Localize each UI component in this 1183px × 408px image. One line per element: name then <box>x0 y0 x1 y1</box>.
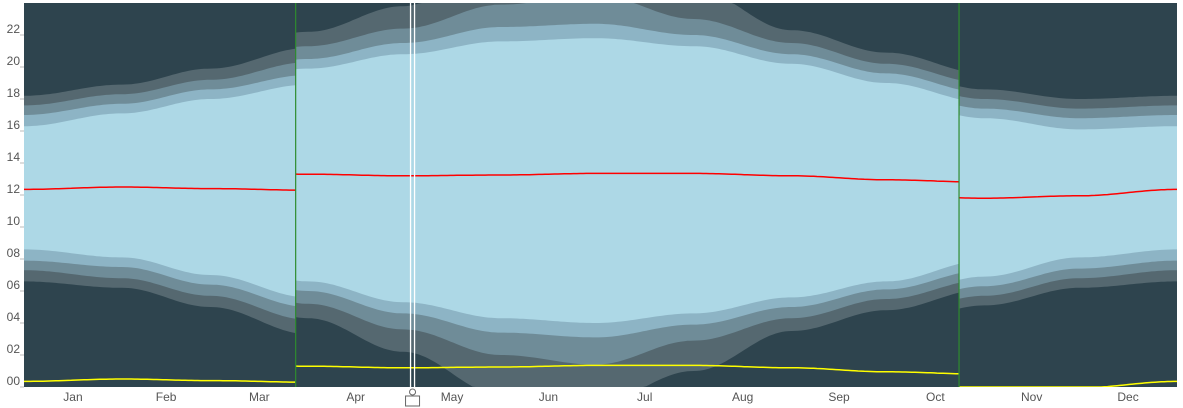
x-axis: Jan Feb Mar Apr May Jun Jul Aug Sep Oct Nov Dec <box>63 390 1138 404</box>
x-tick-label-jul: Jul <box>637 390 652 404</box>
plot-layers <box>24 3 1177 387</box>
x-tick-label-feb: Feb <box>156 390 177 404</box>
plot-area[interactable] <box>24 3 1177 387</box>
x-tick-label-nov: Nov <box>1021 390 1042 404</box>
y-axis: 00 02 04 06 08 10 12 14 16 18 20 22 <box>7 22 24 388</box>
y-tick-label-08: 08 <box>7 246 21 260</box>
y-tick-label-12: 12 <box>7 182 21 196</box>
x-tick-label-mar: Mar <box>249 390 270 404</box>
y-tick-label-18: 18 <box>7 86 21 100</box>
solar-midnight-line-seg-3 <box>959 380 1177 387</box>
daylight-band-seg-3 <box>959 115 1177 280</box>
x-tick-label-jan: Jan <box>63 390 82 404</box>
y-tick-label-04: 04 <box>7 310 21 324</box>
daylight-band-seg-1 <box>24 85 296 297</box>
x-tick-label-dec: Dec <box>1117 390 1138 404</box>
y-tick-label-20: 20 <box>7 54 21 68</box>
date-cursor[interactable] <box>405 3 421 407</box>
y-tick-label-06: 06 <box>7 278 21 292</box>
x-tick-label-aug: Aug <box>732 390 753 404</box>
y-tick-label-16: 16 <box>7 118 21 132</box>
daylight-band-seg-2 <box>295 38 959 323</box>
x-tick-label-apr: Apr <box>346 390 365 404</box>
x-tick-label-jun: Jun <box>539 390 558 404</box>
solar-noon-line-seg-1 <box>24 186 296 191</box>
y-tick-label-10: 10 <box>7 214 21 228</box>
y-tick-label-00: 00 <box>7 374 21 388</box>
x-tick-label-sep: Sep <box>828 390 850 404</box>
solar-noon-line-seg-3 <box>958 188 1177 199</box>
x-tick-label-may: May <box>441 390 464 404</box>
solar-noon-line-seg-2 <box>295 172 960 183</box>
cursor-handle-knob[interactable] <box>409 388 417 396</box>
cursor-handle[interactable] <box>405 395 421 407</box>
y-tick-label-22: 22 <box>7 22 21 36</box>
y-tick-label-02: 02 <box>7 342 21 356</box>
solar-midnight-line-seg-2 <box>295 364 960 375</box>
y-tick-label-14: 14 <box>7 150 21 164</box>
solar-midnight-line-seg-1 <box>24 378 296 383</box>
x-tick-label-oct: Oct <box>926 390 945 404</box>
